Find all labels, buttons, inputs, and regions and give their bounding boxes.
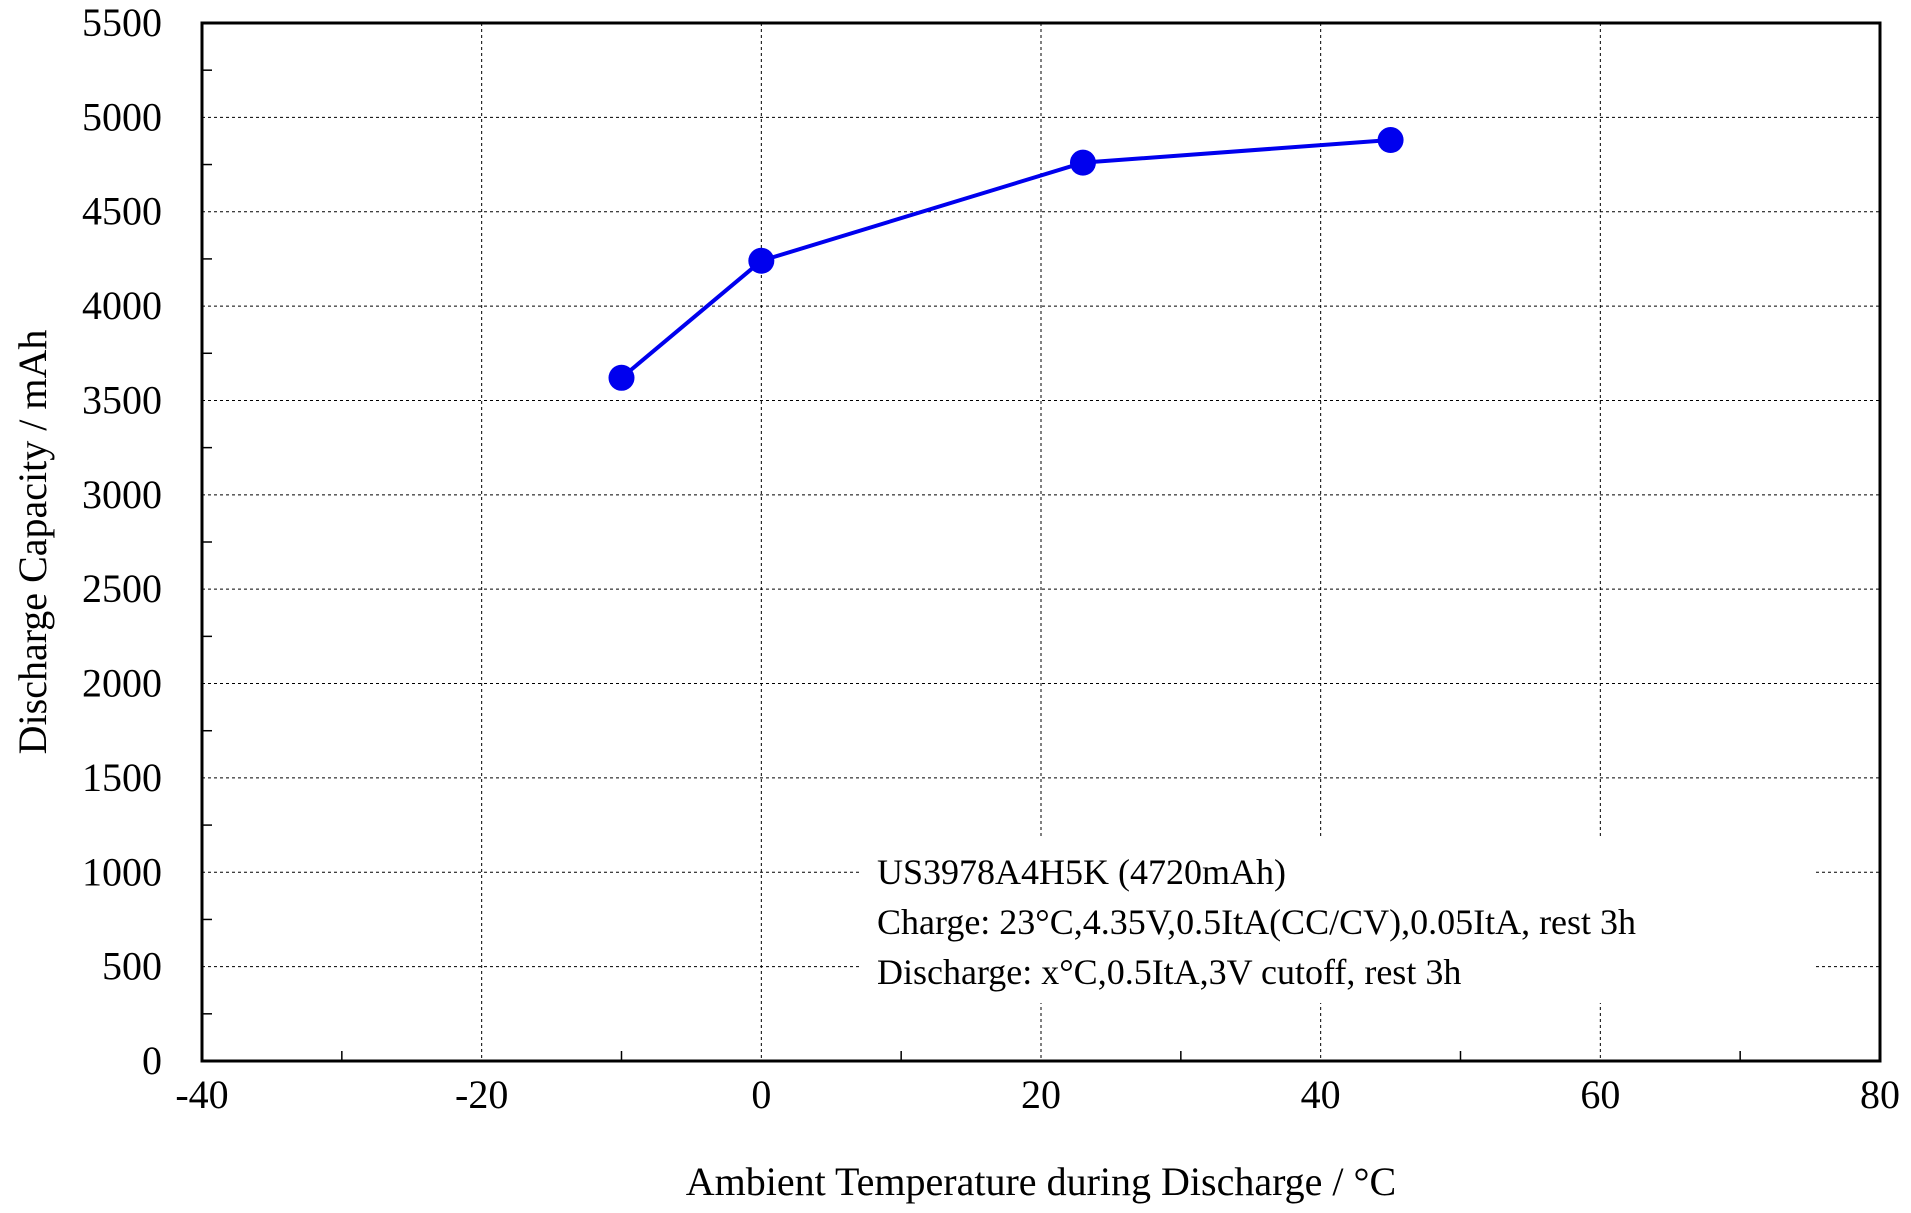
y-tick-label: 4500 bbox=[82, 189, 162, 234]
y-tick-labels: 0 500 1000 1500 2000 2500 3000 3500 4000 4500 5000… bbox=[82, 0, 162, 1083]
annotation-box: US3978A4H5K (4720mAh) Charge: 23°C,4.35V… bbox=[860, 838, 1815, 1003]
data-point bbox=[608, 364, 635, 391]
annotation-line: Discharge: x°C,0.5ItA,3V cutoff, rest 3h bbox=[877, 952, 1461, 992]
annotation-background bbox=[860, 838, 1815, 1003]
x-tick-labels: -40 -20 0 20 40 60 80 bbox=[175, 1072, 1900, 1117]
y-tick-label: 2500 bbox=[82, 566, 162, 611]
series-line bbox=[620, 138, 1391, 380]
minor-ticks bbox=[202, 69, 1741, 1061]
y-tick-label: 5500 bbox=[82, 0, 162, 45]
y-tick-label: 0 bbox=[142, 1038, 162, 1083]
data-point bbox=[1377, 127, 1404, 154]
x-tick-label: 80 bbox=[1860, 1072, 1900, 1117]
y-tick-label: 1500 bbox=[82, 755, 162, 800]
x-tick-label: -20 bbox=[455, 1072, 508, 1117]
x-tick-label: 40 bbox=[1301, 1072, 1341, 1117]
y-axis-label: Discharge Capacity / mAh bbox=[10, 330, 55, 755]
y-tick-label: 1000 bbox=[82, 849, 162, 894]
x-tick-label: 60 bbox=[1580, 1072, 1620, 1117]
x-tick-label: -40 bbox=[175, 1072, 228, 1117]
y-tick-label: 2000 bbox=[82, 661, 162, 706]
annotation-line: Charge: 23°C,4.35V,0.5ItA(CC/CV),0.05ItA… bbox=[877, 902, 1636, 942]
x-axis-label: Ambient Temperature during Discharge / °… bbox=[686, 1159, 1396, 1204]
series-layer bbox=[608, 127, 1404, 391]
y-tick-label: 5000 bbox=[82, 94, 162, 139]
y-tick-label: 500 bbox=[102, 944, 162, 989]
x-tick-label: 0 bbox=[751, 1072, 771, 1117]
data-point bbox=[1069, 149, 1096, 176]
data-point bbox=[748, 247, 775, 274]
plot-frame bbox=[200, 21, 1882, 1063]
y-tick-label: 3000 bbox=[82, 472, 162, 517]
x-tick-label: 20 bbox=[1021, 1072, 1061, 1117]
y-tick-label: 3500 bbox=[82, 377, 162, 422]
annotation-line: US3978A4H5K (4720mAh) bbox=[877, 852, 1286, 892]
y-tick-label: 4000 bbox=[82, 283, 162, 328]
